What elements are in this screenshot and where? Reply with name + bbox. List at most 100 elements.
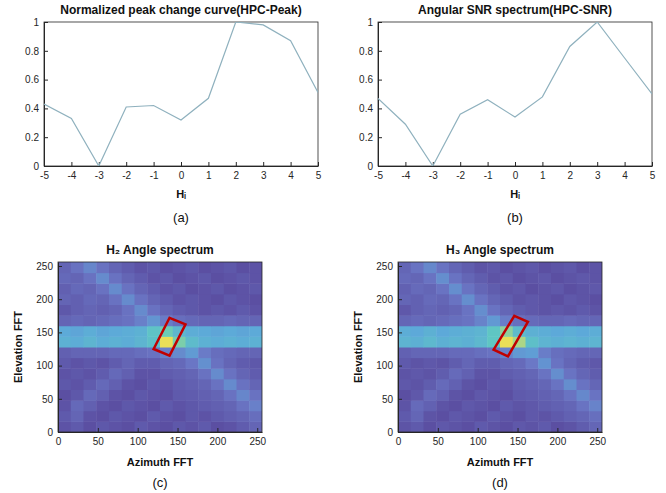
heat-cell: [58, 421, 71, 432]
heat-cell: [147, 326, 160, 337]
heat-cell: [564, 326, 577, 337]
heat-cell: [589, 315, 602, 326]
x-tick: 200: [550, 428, 567, 447]
heat-cell: [58, 368, 71, 379]
heat-cell: [538, 294, 551, 305]
heat-cell: [96, 379, 109, 390]
heat-cell: [224, 315, 237, 326]
x-tick-mark: [181, 162, 182, 166]
x-tick-label: 0: [396, 436, 402, 447]
heat-cell: [513, 390, 526, 401]
heat-cell: [58, 305, 71, 316]
x-tick-label: 1: [540, 170, 546, 181]
heat-cell: [109, 379, 122, 390]
heat-cell: [84, 358, 97, 369]
x-tick-mark: [263, 162, 264, 166]
heat-cell: [411, 421, 424, 432]
y-tick-label: 0: [387, 427, 393, 438]
chart-title: Normalized peak change curve(HPC-Peak): [60, 3, 301, 17]
heat-cell: [577, 294, 590, 305]
heat-cell: [462, 421, 475, 432]
heat-cell: [551, 336, 564, 347]
heat-cell: [564, 390, 577, 401]
heat-cell: [96, 368, 109, 379]
heat-cell: [173, 294, 186, 305]
heat-cell: [577, 283, 590, 294]
heat-cell: [198, 326, 211, 337]
heat-cell: [449, 358, 462, 369]
heat-cell: [147, 379, 160, 390]
heat-cell: [135, 368, 148, 379]
y-tick: 100: [36, 360, 62, 371]
heat-cell: [487, 379, 500, 390]
x-tick-mark: [518, 428, 519, 432]
x-tick-label: 4: [622, 170, 628, 181]
heat-cell: [449, 283, 462, 294]
heat-cell: [436, 411, 449, 422]
heat-cell: [538, 347, 551, 358]
heat-cell: [109, 390, 122, 401]
heat-cell: [96, 283, 109, 294]
heat-cell: [564, 273, 577, 284]
heat-cell: [71, 390, 84, 401]
x-tick: 0: [179, 162, 185, 181]
heat-cell: [96, 305, 109, 316]
heat-cell: [211, 368, 224, 379]
heat-cell: [84, 262, 97, 273]
y-tick-mark: [398, 266, 402, 267]
heat-cell: [538, 421, 551, 432]
heat-cell: [398, 368, 411, 379]
heat-cell: [398, 305, 411, 316]
y-tick: 200: [36, 294, 62, 305]
heat-cell: [449, 315, 462, 326]
heat-cell: [109, 262, 122, 273]
heat-cell: [589, 283, 602, 294]
y-tick-mark: [378, 22, 382, 23]
heat-cell: [224, 421, 237, 432]
heat-cell: [513, 411, 526, 422]
heat-cell: [487, 368, 500, 379]
heat-cell: [224, 326, 237, 337]
heat-cell: [475, 400, 488, 411]
heat-cell: [462, 326, 475, 337]
y-tick-label: 0.6: [25, 74, 39, 85]
heat-cell: [198, 368, 211, 379]
heat-cell: [249, 411, 262, 422]
y-axis: 050100150200250: [36, 261, 62, 438]
heat-cell: [564, 305, 577, 316]
x-tick-label: -1: [484, 170, 493, 181]
heat-cell: [147, 358, 160, 369]
heat-cell: [449, 390, 462, 401]
y-tick-label: 0.4: [359, 103, 373, 114]
heat-cell: [147, 400, 160, 411]
plot-frame: [398, 262, 602, 432]
heat-cell: [500, 358, 513, 369]
heat-cell: [398, 379, 411, 390]
heat-cell: [237, 368, 250, 379]
y-axis: 050100150200250: [376, 261, 402, 438]
heat-cell: [526, 358, 539, 369]
y-tick: 1: [367, 17, 382, 28]
heat-cell: [436, 336, 449, 347]
heat-cell: [147, 262, 160, 273]
heat-cell: [122, 305, 135, 316]
heat-cell: [487, 400, 500, 411]
heat-cell: [224, 390, 237, 401]
heat-cell: [84, 326, 97, 337]
heat-cell: [249, 305, 262, 316]
heat-cell: [237, 336, 250, 347]
heat-cell: [135, 400, 148, 411]
heat-cell: [211, 347, 224, 358]
y-tick-mark: [398, 299, 402, 300]
heat-cell: [551, 411, 564, 422]
x-tick: 4: [622, 162, 628, 181]
y-axis: 00.20.40.60.81: [359, 17, 382, 172]
heat-cell: [589, 421, 602, 432]
heat-cell: [411, 358, 424, 369]
heat-cell: [589, 368, 602, 379]
x-tick-label: 4: [288, 170, 294, 181]
heat-cell: [475, 421, 488, 432]
heat-cell: [564, 347, 577, 358]
x-tick-mark: [178, 428, 179, 432]
heat-cell: [186, 326, 199, 337]
